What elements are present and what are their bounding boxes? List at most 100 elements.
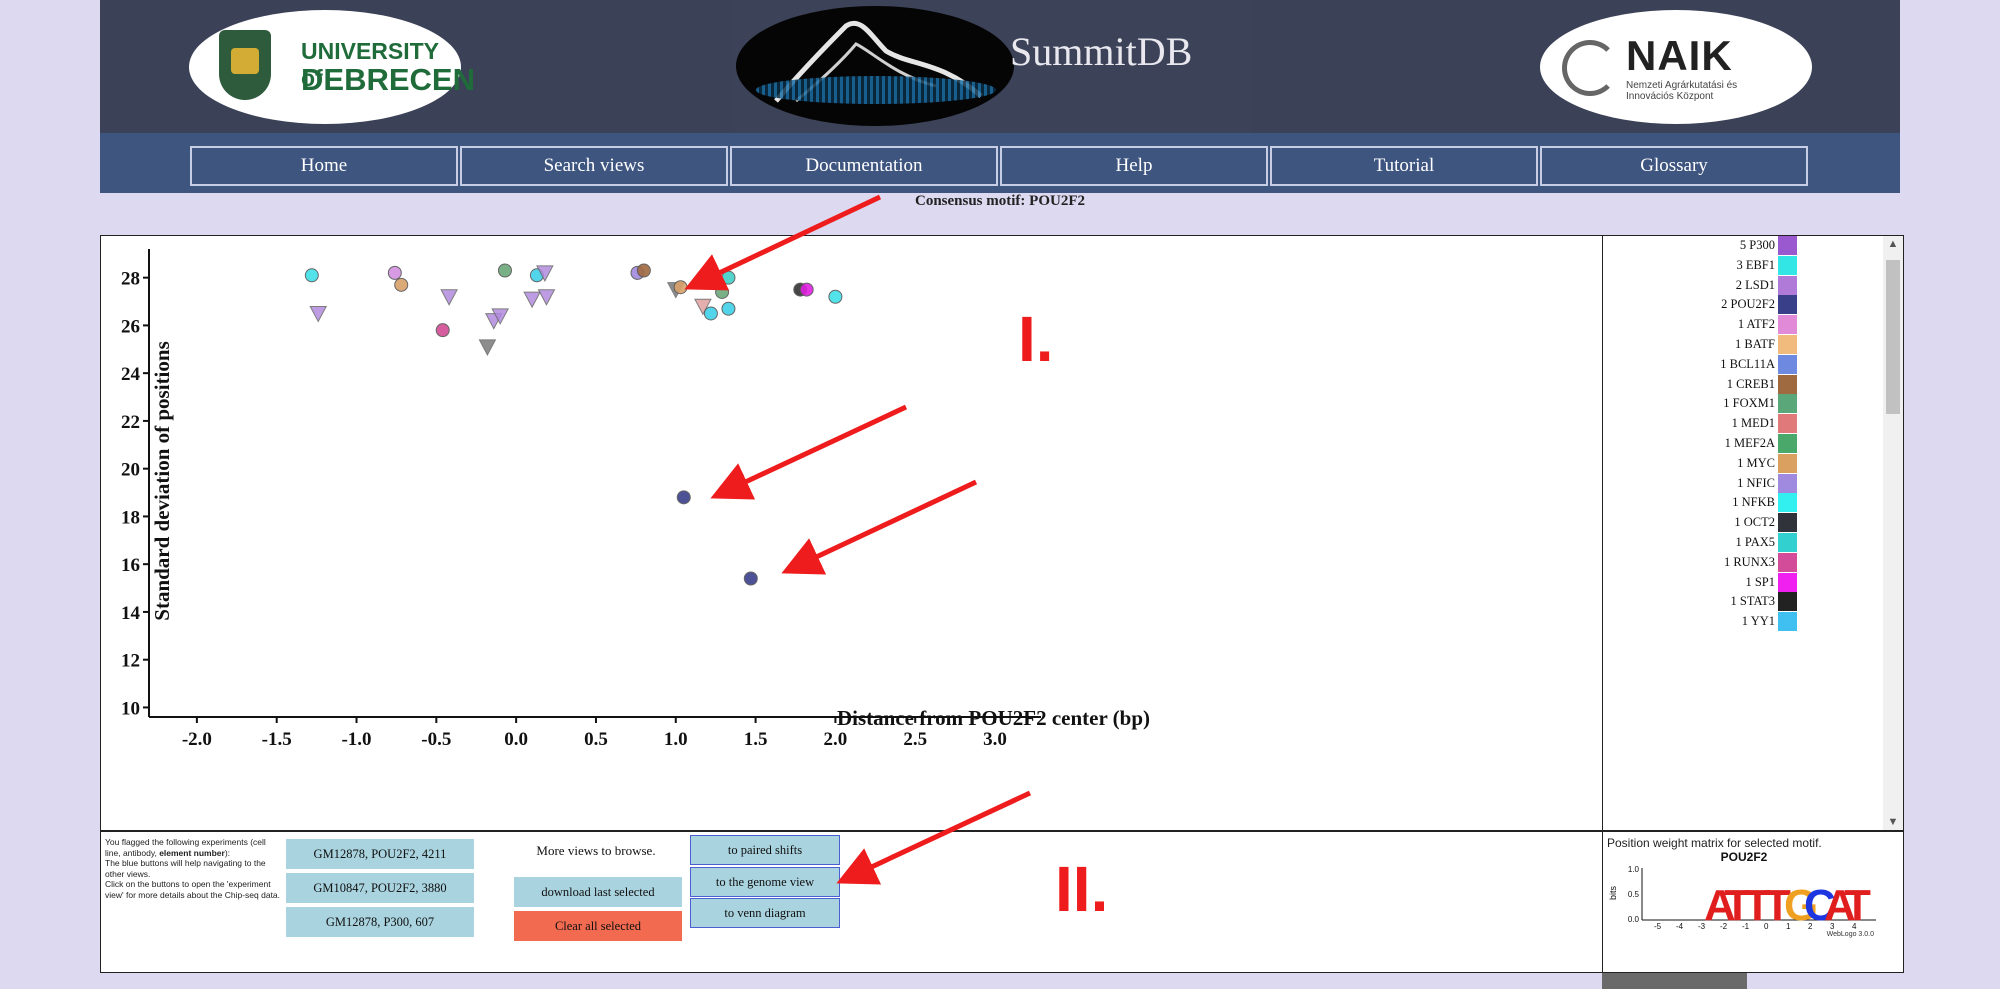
sequence-logo-letter: T bbox=[1844, 881, 1871, 930]
legend-item[interactable]: 1 MED1 bbox=[1603, 414, 1803, 434]
legend-swatch bbox=[1778, 295, 1797, 315]
legend-label: 1 NFIC bbox=[1737, 475, 1775, 490]
to-venn-diagram-button[interactable]: to venn diagram bbox=[690, 898, 840, 928]
legend-item[interactable]: 1 NFIC bbox=[1603, 473, 1803, 494]
to-paired-shifts-button[interactable]: to paired shifts bbox=[690, 835, 840, 865]
experiment-button-3[interactable]: GM12878, P300, 607 bbox=[286, 907, 474, 937]
data-point[interactable] bbox=[743, 571, 758, 586]
download-last-selected-button[interactable]: download last selected bbox=[514, 877, 682, 907]
data-point[interactable] bbox=[309, 305, 328, 323]
y-tick-label: 18 bbox=[121, 507, 140, 528]
x-tick-label: -2.0 bbox=[182, 729, 212, 750]
data-point[interactable] bbox=[523, 291, 541, 309]
legend-swatch bbox=[1778, 493, 1797, 513]
legend-item[interactable]: 1 ATF2 bbox=[1603, 315, 1803, 335]
data-point[interactable] bbox=[694, 298, 712, 316]
scroll-down-icon[interactable]: ▼ bbox=[1887, 816, 1899, 828]
data-point[interactable] bbox=[636, 263, 651, 278]
sequence-logo-position: 3 bbox=[1830, 922, 1835, 931]
x-tick-label: 2.0 bbox=[824, 729, 848, 750]
scatter-chart: 10 12 14 16 18 20 22 24 26 28 -2.0 -1.5 -1.0 -0.5 0.0… bbox=[121, 249, 1150, 750]
nav-documentation[interactable]: Documentation bbox=[730, 146, 998, 186]
legend-swatch bbox=[1778, 592, 1797, 612]
data-point[interactable] bbox=[715, 284, 730, 299]
legend-item[interactable]: 1 NFKB bbox=[1603, 493, 1803, 513]
flagged-help-text: You flagged the following experiments (c… bbox=[105, 837, 283, 900]
scroll-up-icon[interactable]: ▲ bbox=[1887, 238, 1899, 250]
legend-item[interactable]: 1 BCL11A bbox=[1603, 354, 1803, 375]
flagged-text-bold: element number bbox=[159, 847, 225, 858]
data-point[interactable] bbox=[703, 306, 718, 321]
legend-list: 5 P300 3 EBF1 2 LSD1 2 POU2F2 1 ATF2 1 BATF 1 … bbox=[1603, 236, 1803, 632]
sequence-logo-position: 0 bbox=[1764, 922, 1769, 931]
data-point[interactable] bbox=[673, 280, 688, 295]
x-tick-label: 0.0 bbox=[504, 729, 528, 750]
data-point[interactable] bbox=[440, 289, 458, 306]
legend-label: 1 ATF2 bbox=[1737, 317, 1775, 332]
data-point[interactable] bbox=[536, 265, 554, 282]
legend-item[interactable]: 1 MYC bbox=[1603, 453, 1803, 474]
legend-item[interactable]: 5 P300 bbox=[1603, 236, 1803, 256]
sequence-logo-ytick: 0.5 bbox=[1628, 890, 1640, 899]
nav-glossary[interactable]: Glossary bbox=[1540, 146, 1808, 186]
sequence-logo-letter: T bbox=[1744, 881, 1771, 930]
weblogo-credit: WebLogo 3.0.0 bbox=[1827, 931, 1874, 938]
legend-label: 2 LSD1 bbox=[1735, 277, 1775, 292]
data-point[interactable] bbox=[478, 339, 497, 356]
data-point[interactable] bbox=[721, 270, 736, 285]
legend-item[interactable]: 1 YY1 bbox=[1603, 612, 1803, 632]
university-logo-line2: DEBRECEN bbox=[301, 62, 475, 97]
university-logo[interactable]: UNIVERSITY of DEBRECEN bbox=[189, 10, 475, 124]
legend-item[interactable]: 1 CREB1 bbox=[1603, 374, 1803, 395]
data-point[interactable] bbox=[721, 301, 736, 316]
legend-item[interactable]: 1 SP1 bbox=[1603, 572, 1803, 593]
sequence-logo-letter: T bbox=[1724, 881, 1751, 930]
legend-label: 1 OCT2 bbox=[1734, 515, 1775, 530]
sequence-logo-position: -1 bbox=[1742, 922, 1750, 931]
summitdb-banner[interactable]: SummitDB bbox=[730, 0, 1252, 133]
data-point[interactable] bbox=[799, 282, 814, 297]
legend-item[interactable]: 3 EBF1 bbox=[1603, 255, 1803, 276]
legend-item[interactable]: 1 RUNX3 bbox=[1603, 552, 1803, 573]
clear-all-selected-button[interactable]: Clear all selected bbox=[514, 911, 682, 941]
y-tick-label: 10 bbox=[121, 698, 140, 719]
legend-item[interactable]: 2 LSD1 bbox=[1603, 275, 1803, 296]
naik-logo-subtitle: Nemzeti Agrárkutatási és Innovációs Közp… bbox=[1626, 80, 1738, 102]
sequence-logo-ytick: 0.0 bbox=[1628, 915, 1640, 924]
bottom-tab[interactable] bbox=[1602, 973, 1747, 989]
annotation-marker-2: II. bbox=[1055, 853, 1109, 925]
sequence-logo-position: 1 bbox=[1786, 922, 1791, 931]
data-point[interactable] bbox=[537, 289, 556, 306]
data-point[interactable] bbox=[387, 265, 402, 280]
legend-item[interactable]: 1 FOXM1 bbox=[1603, 394, 1803, 414]
flagged-text-line1: You flagged the following experiments (c… bbox=[105, 837, 266, 858]
data-point[interactable] bbox=[828, 289, 843, 304]
nav-help[interactable]: Help bbox=[1000, 146, 1268, 186]
legend-scrollbar[interactable]: ▲ ▼ bbox=[1883, 236, 1903, 830]
naik-logo[interactable]: NAIK Nemzeti Agrárkutatási és Innovációs… bbox=[1540, 10, 1812, 124]
legend-item[interactable]: 1 BATF bbox=[1603, 334, 1803, 355]
data-point[interactable] bbox=[304, 268, 319, 283]
legend-item[interactable]: 1 OCT2 bbox=[1603, 513, 1803, 533]
data-point[interactable] bbox=[497, 263, 512, 278]
to-genome-view-button[interactable]: to the genome view bbox=[690, 867, 840, 897]
data-point[interactable] bbox=[394, 277, 409, 292]
experiment-button-2[interactable]: GM10847, POU2F2, 3880 bbox=[286, 873, 474, 903]
legend-item[interactable]: 1 MEF2A bbox=[1603, 433, 1803, 454]
legend-swatch bbox=[1778, 275, 1797, 295]
legend-item[interactable]: 2 POU2F2 bbox=[1603, 295, 1803, 315]
data-point[interactable] bbox=[435, 323, 450, 338]
y-tick-label: 22 bbox=[121, 412, 140, 433]
nav-tutorial[interactable]: Tutorial bbox=[1270, 146, 1538, 186]
sequence-logo-title: POU2F2 bbox=[1721, 850, 1768, 864]
scrollbar-thumb[interactable] bbox=[1886, 260, 1900, 414]
legend-item[interactable]: 1 STAT3 bbox=[1603, 592, 1803, 612]
data-point[interactable] bbox=[676, 490, 691, 505]
x-tick-label: 1.0 bbox=[664, 729, 688, 750]
experiment-button-1[interactable]: GM12878, POU2F2, 4211 bbox=[286, 839, 474, 869]
legend-label: 1 BATF bbox=[1735, 336, 1775, 351]
nav-search-views[interactable]: Search views bbox=[460, 146, 728, 186]
legend-item[interactable]: 1 PAX5 bbox=[1603, 532, 1803, 553]
nav-home[interactable]: Home bbox=[190, 146, 458, 186]
data-point[interactable] bbox=[491, 308, 510, 325]
